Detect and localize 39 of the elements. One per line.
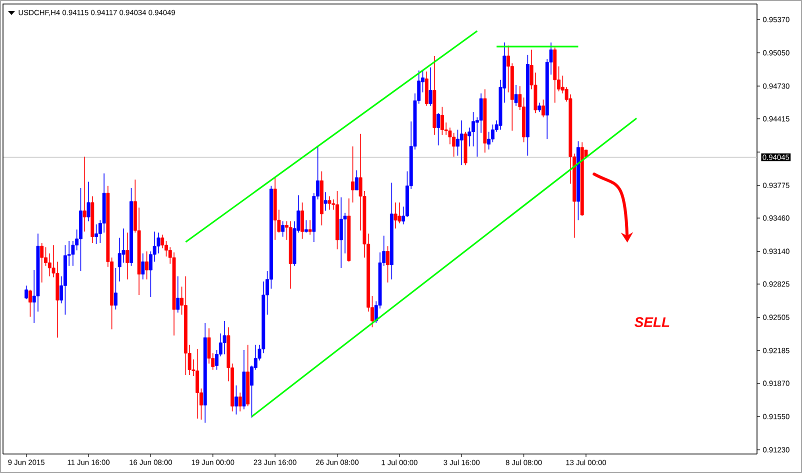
candlestick <box>114 268 118 310</box>
candlestick <box>94 224 98 244</box>
candlestick <box>24 285 28 300</box>
candlestick <box>28 289 32 318</box>
candlestick <box>40 242 44 283</box>
candlestick <box>351 146 355 203</box>
candlestick <box>538 102 542 112</box>
candlestick <box>234 384 238 415</box>
candlestick <box>339 196 343 268</box>
candlestick <box>324 192 328 212</box>
candlestick <box>542 99 545 118</box>
candlestick <box>86 181 90 222</box>
candlestick <box>308 220 312 236</box>
annotation: SELL <box>634 317 670 328</box>
candlestick <box>304 220 308 234</box>
candlestick <box>487 131 491 150</box>
candlestick <box>160 234 164 249</box>
candlestick <box>514 84 518 106</box>
candlestick <box>394 202 398 229</box>
candlestick <box>82 156 86 232</box>
candlestick <box>222 320 226 355</box>
candlestick <box>428 66 432 106</box>
candlestick <box>126 232 130 280</box>
candlestick <box>436 112 440 146</box>
candlestick <box>176 276 180 314</box>
candlestick <box>479 92 483 134</box>
candlestick <box>490 124 494 143</box>
candlestick <box>300 202 304 240</box>
candlestick <box>141 253 145 280</box>
candlestick <box>460 120 464 166</box>
candlestick <box>472 112 476 147</box>
candlestick <box>238 392 242 412</box>
candlestick <box>145 250 149 280</box>
candlestick <box>440 106 444 136</box>
candlestick <box>386 246 390 283</box>
candlestick <box>354 170 358 190</box>
candlestick <box>281 220 285 238</box>
candlestick <box>196 348 200 420</box>
candlestick <box>328 196 332 210</box>
